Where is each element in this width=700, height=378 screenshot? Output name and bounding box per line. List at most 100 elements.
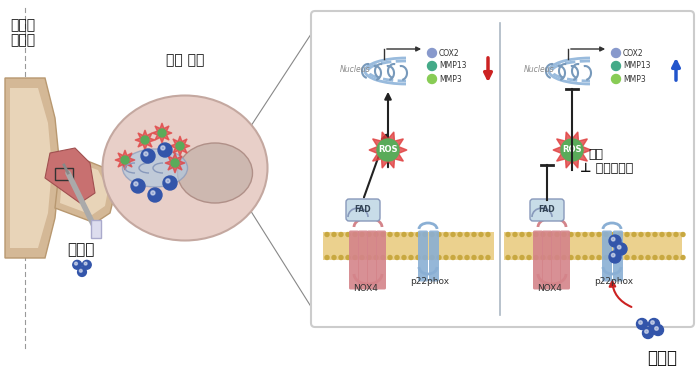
Circle shape bbox=[78, 268, 86, 276]
Circle shape bbox=[360, 232, 364, 237]
Circle shape bbox=[562, 232, 566, 237]
Text: NOX4: NOX4 bbox=[354, 284, 379, 293]
Circle shape bbox=[346, 256, 350, 260]
Polygon shape bbox=[152, 123, 172, 143]
Circle shape bbox=[576, 256, 580, 260]
Circle shape bbox=[643, 327, 654, 339]
Circle shape bbox=[625, 232, 629, 237]
Circle shape bbox=[141, 149, 155, 163]
Circle shape bbox=[458, 232, 462, 237]
Circle shape bbox=[416, 232, 420, 237]
Circle shape bbox=[395, 256, 399, 260]
Circle shape bbox=[632, 232, 636, 237]
Circle shape bbox=[609, 251, 621, 263]
Circle shape bbox=[444, 256, 448, 260]
Circle shape bbox=[541, 256, 545, 260]
Circle shape bbox=[367, 232, 371, 237]
Bar bbox=[323, 232, 494, 260]
Text: FAD: FAD bbox=[539, 206, 555, 214]
Circle shape bbox=[667, 232, 671, 237]
Circle shape bbox=[609, 235, 621, 247]
Circle shape bbox=[79, 270, 82, 272]
Circle shape bbox=[388, 256, 392, 260]
Polygon shape bbox=[91, 220, 101, 238]
Text: p22phox: p22phox bbox=[410, 277, 449, 286]
FancyBboxPatch shape bbox=[560, 231, 570, 290]
FancyBboxPatch shape bbox=[551, 231, 561, 290]
Circle shape bbox=[597, 256, 601, 260]
Circle shape bbox=[639, 232, 643, 237]
FancyBboxPatch shape bbox=[418, 231, 428, 282]
Polygon shape bbox=[115, 150, 135, 170]
Circle shape bbox=[506, 256, 510, 260]
Circle shape bbox=[653, 256, 657, 260]
Circle shape bbox=[325, 232, 329, 237]
Polygon shape bbox=[55, 158, 115, 223]
Circle shape bbox=[416, 256, 420, 260]
Circle shape bbox=[636, 319, 648, 330]
FancyBboxPatch shape bbox=[533, 231, 543, 290]
Circle shape bbox=[388, 232, 392, 237]
Circle shape bbox=[651, 321, 654, 324]
FancyBboxPatch shape bbox=[530, 199, 564, 221]
Circle shape bbox=[158, 129, 166, 137]
Circle shape bbox=[527, 256, 531, 260]
Circle shape bbox=[486, 232, 490, 237]
Circle shape bbox=[590, 232, 594, 237]
Circle shape bbox=[590, 256, 594, 260]
Circle shape bbox=[562, 256, 566, 260]
Circle shape bbox=[75, 262, 78, 265]
FancyBboxPatch shape bbox=[613, 231, 623, 282]
Circle shape bbox=[513, 232, 517, 237]
Circle shape bbox=[527, 232, 531, 237]
Circle shape bbox=[513, 256, 517, 260]
Circle shape bbox=[148, 188, 162, 202]
Circle shape bbox=[176, 142, 184, 150]
Circle shape bbox=[604, 256, 608, 260]
Circle shape bbox=[569, 256, 573, 260]
Circle shape bbox=[395, 232, 399, 237]
Circle shape bbox=[158, 143, 172, 157]
Text: COX2: COX2 bbox=[623, 48, 643, 57]
Circle shape bbox=[339, 256, 343, 260]
Text: ROS: ROS bbox=[562, 146, 582, 155]
FancyBboxPatch shape bbox=[602, 231, 612, 282]
Polygon shape bbox=[60, 163, 108, 215]
Text: 퇴행성: 퇴행성 bbox=[10, 33, 35, 47]
Polygon shape bbox=[369, 132, 407, 168]
Circle shape bbox=[332, 256, 336, 260]
Circle shape bbox=[374, 256, 378, 260]
Circle shape bbox=[583, 256, 587, 260]
Circle shape bbox=[458, 256, 462, 260]
Circle shape bbox=[339, 232, 343, 237]
Circle shape bbox=[141, 136, 149, 144]
Circle shape bbox=[381, 256, 385, 260]
Circle shape bbox=[430, 232, 434, 237]
Circle shape bbox=[437, 232, 441, 237]
Circle shape bbox=[612, 74, 620, 84]
Circle shape bbox=[486, 256, 490, 260]
FancyBboxPatch shape bbox=[311, 11, 694, 327]
Circle shape bbox=[674, 232, 678, 237]
Bar bbox=[55, 168, 73, 180]
Bar bbox=[504, 232, 682, 260]
Circle shape bbox=[660, 232, 664, 237]
Circle shape bbox=[674, 256, 678, 260]
Text: 억제: 억제 bbox=[588, 149, 603, 161]
Circle shape bbox=[171, 159, 179, 167]
Polygon shape bbox=[170, 136, 190, 156]
Circle shape bbox=[583, 232, 587, 237]
Circle shape bbox=[576, 232, 580, 237]
FancyBboxPatch shape bbox=[429, 231, 439, 282]
Circle shape bbox=[555, 256, 559, 260]
Circle shape bbox=[645, 330, 648, 333]
Circle shape bbox=[150, 191, 155, 195]
Circle shape bbox=[402, 256, 406, 260]
Circle shape bbox=[332, 232, 336, 237]
Text: 관절 세포: 관절 세포 bbox=[166, 53, 204, 67]
Circle shape bbox=[569, 232, 573, 237]
Ellipse shape bbox=[122, 149, 188, 187]
Circle shape bbox=[360, 256, 364, 260]
Circle shape bbox=[409, 256, 413, 260]
Circle shape bbox=[121, 156, 129, 164]
